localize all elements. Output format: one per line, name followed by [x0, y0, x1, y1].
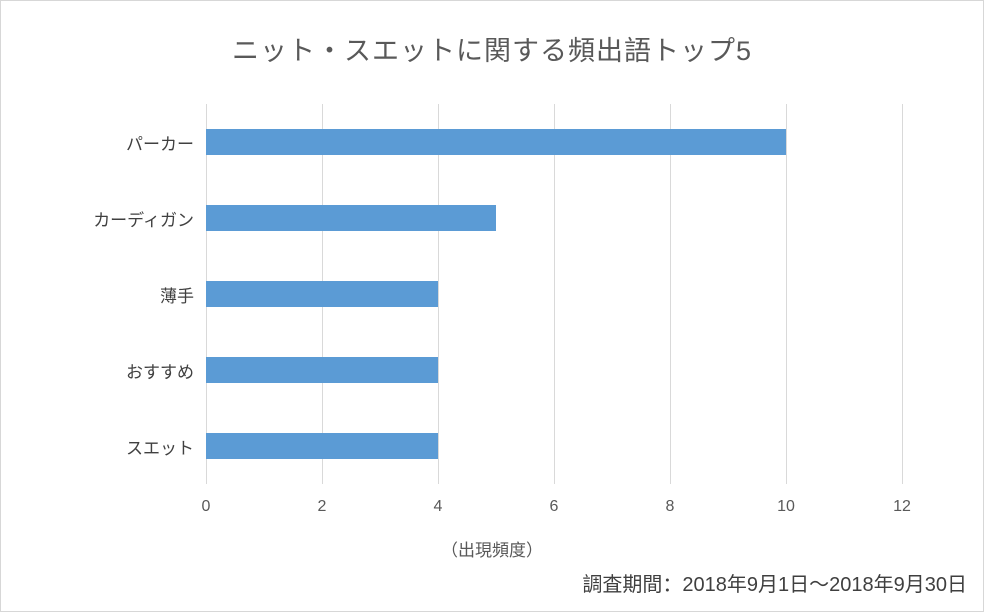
bar-row: [206, 408, 902, 484]
plot-area: [206, 104, 903, 484]
gridline: [438, 104, 439, 484]
bar: [206, 433, 438, 459]
gridline: [786, 104, 787, 484]
x-tick-label: 12: [893, 498, 911, 515]
category-label: パーカー: [126, 134, 194, 154]
x-tick-label: 6: [549, 498, 559, 515]
bar-row: [206, 332, 902, 408]
chart-title: ニット・スエットに関する頻出語トップ5: [231, 36, 752, 66]
category-label: スエット: [126, 438, 194, 458]
category-axis: パーカーカーディガン薄手おすすめスエット: [1, 104, 194, 484]
bar: [206, 357, 438, 383]
annotation-survey-period: 調査期間：2018年9月1日～2018年9月30日: [582, 574, 967, 596]
gridline: [554, 104, 555, 484]
bar-row: [206, 180, 902, 256]
x-tick-label: 0: [201, 498, 211, 515]
category-label: おすすめ: [126, 362, 194, 382]
category-label: 薄手: [160, 286, 194, 306]
gridline: [670, 104, 671, 484]
x-tick-label: 8: [665, 498, 675, 515]
bar-row: [206, 256, 902, 332]
gridline: [902, 104, 903, 484]
x-axis-label: （出現頻度）: [441, 541, 543, 560]
x-axis-ticks: 0 2 4 6 8 10 12: [202, 498, 911, 520]
x-tick-label: 2: [317, 498, 327, 515]
bar-series: [206, 104, 902, 484]
category-label: カーディガン: [93, 210, 194, 230]
bar: [206, 281, 438, 307]
bar: [206, 129, 786, 155]
x-tick-label: 4: [433, 498, 443, 515]
bar: [206, 205, 496, 231]
bar-row: [206, 104, 902, 180]
x-tick-label: 10: [777, 498, 795, 515]
